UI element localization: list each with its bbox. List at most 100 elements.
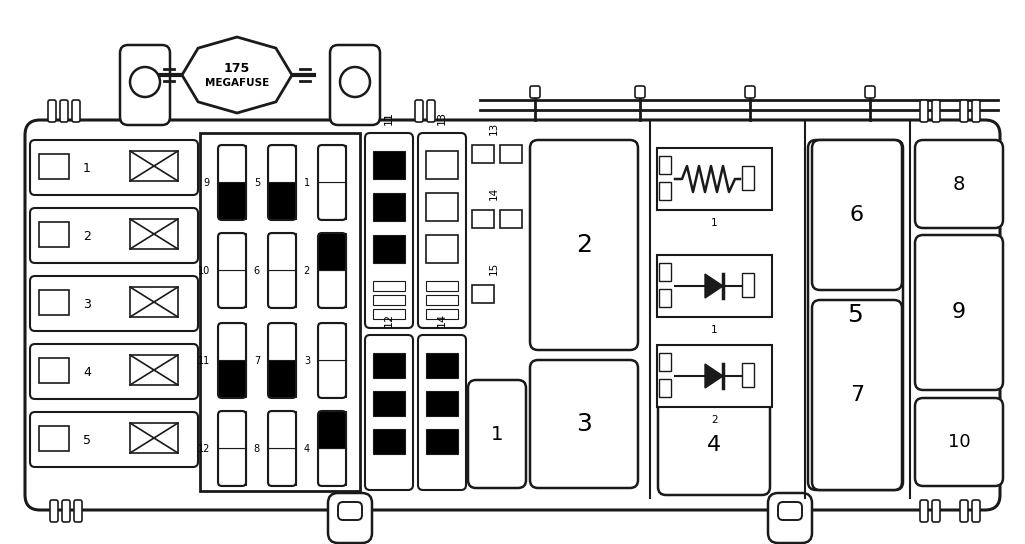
Bar <box>130 287 178 317</box>
Text: 14: 14 <box>437 313 447 327</box>
Text: 12: 12 <box>384 313 394 327</box>
FancyBboxPatch shape <box>468 380 526 488</box>
Bar <box>39 426 69 451</box>
Bar <box>218 233 246 270</box>
Polygon shape <box>705 274 723 298</box>
Text: 13: 13 <box>489 122 499 135</box>
FancyBboxPatch shape <box>25 120 1000 510</box>
Text: MEGAFUSE: MEGAFUSE <box>205 78 270 88</box>
FancyBboxPatch shape <box>30 140 198 195</box>
Bar <box>373 193 405 221</box>
Bar <box>659 353 671 371</box>
Bar <box>200 133 360 491</box>
FancyBboxPatch shape <box>808 140 903 490</box>
Bar <box>659 289 671 307</box>
FancyBboxPatch shape <box>30 344 198 399</box>
FancyBboxPatch shape <box>328 493 372 543</box>
Text: 4: 4 <box>707 435 721 455</box>
FancyBboxPatch shape <box>427 100 435 122</box>
Text: 1: 1 <box>83 162 91 175</box>
Text: 1: 1 <box>711 325 717 335</box>
Bar <box>218 448 246 485</box>
Text: 11: 11 <box>384 111 394 125</box>
Polygon shape <box>182 37 292 113</box>
Text: 9: 9 <box>204 177 210 188</box>
FancyBboxPatch shape <box>920 500 928 522</box>
Bar <box>218 145 246 182</box>
FancyBboxPatch shape <box>60 100 68 122</box>
Polygon shape <box>705 364 723 388</box>
Text: 14: 14 <box>489 187 499 200</box>
FancyBboxPatch shape <box>636 86 645 98</box>
Text: 1: 1 <box>491 424 503 443</box>
FancyBboxPatch shape <box>960 100 968 122</box>
Bar <box>426 309 458 319</box>
Bar <box>218 323 246 360</box>
Bar <box>426 429 458 454</box>
Bar <box>742 273 754 297</box>
Bar <box>218 360 246 397</box>
Bar <box>130 423 178 453</box>
Bar <box>659 156 671 174</box>
FancyBboxPatch shape <box>768 493 812 543</box>
Bar <box>318 448 346 485</box>
Bar <box>472 145 494 163</box>
Bar <box>426 235 458 263</box>
Text: 10: 10 <box>198 265 210 275</box>
FancyBboxPatch shape <box>30 412 198 467</box>
FancyBboxPatch shape <box>120 45 170 125</box>
FancyBboxPatch shape <box>920 100 928 122</box>
Bar <box>373 295 405 305</box>
Text: 7: 7 <box>254 355 260 366</box>
Bar <box>657 148 772 210</box>
Text: 12: 12 <box>198 443 210 454</box>
FancyBboxPatch shape <box>418 335 466 490</box>
Bar <box>268 182 296 219</box>
Bar <box>268 233 296 270</box>
FancyBboxPatch shape <box>972 100 980 122</box>
Bar <box>39 290 69 315</box>
Bar <box>373 429 405 454</box>
Text: 2: 2 <box>83 230 91 243</box>
FancyBboxPatch shape <box>915 398 1003 486</box>
FancyBboxPatch shape <box>50 500 58 522</box>
FancyBboxPatch shape <box>330 45 380 125</box>
Text: 5: 5 <box>254 177 260 188</box>
FancyBboxPatch shape <box>338 502 362 520</box>
Bar <box>318 411 346 448</box>
FancyBboxPatch shape <box>415 100 423 122</box>
Bar <box>426 353 458 378</box>
Text: 2: 2 <box>711 415 717 425</box>
Circle shape <box>340 67 370 97</box>
FancyBboxPatch shape <box>74 500 82 522</box>
FancyBboxPatch shape <box>530 140 638 350</box>
Bar <box>268 448 296 485</box>
FancyBboxPatch shape <box>915 235 1003 390</box>
Bar <box>657 255 772 317</box>
Text: 9: 9 <box>952 302 966 322</box>
Bar <box>472 210 494 228</box>
Bar <box>373 235 405 263</box>
Bar <box>426 151 458 179</box>
Text: 15: 15 <box>489 262 499 275</box>
Bar <box>318 360 346 397</box>
Text: 8: 8 <box>953 175 966 194</box>
FancyBboxPatch shape <box>530 86 540 98</box>
Text: 2: 2 <box>576 233 592 257</box>
FancyBboxPatch shape <box>418 133 466 328</box>
Bar <box>373 353 405 378</box>
Bar <box>268 411 296 448</box>
Text: 8: 8 <box>254 443 260 454</box>
Bar <box>268 360 296 397</box>
Text: 3: 3 <box>303 355 310 366</box>
Text: 13: 13 <box>437 111 447 125</box>
Bar <box>500 210 522 228</box>
Bar <box>742 166 754 190</box>
FancyBboxPatch shape <box>972 500 980 522</box>
Bar <box>659 263 671 281</box>
Bar <box>318 145 346 182</box>
Bar <box>373 391 405 416</box>
Bar <box>426 295 458 305</box>
FancyBboxPatch shape <box>62 500 70 522</box>
FancyBboxPatch shape <box>30 208 198 263</box>
